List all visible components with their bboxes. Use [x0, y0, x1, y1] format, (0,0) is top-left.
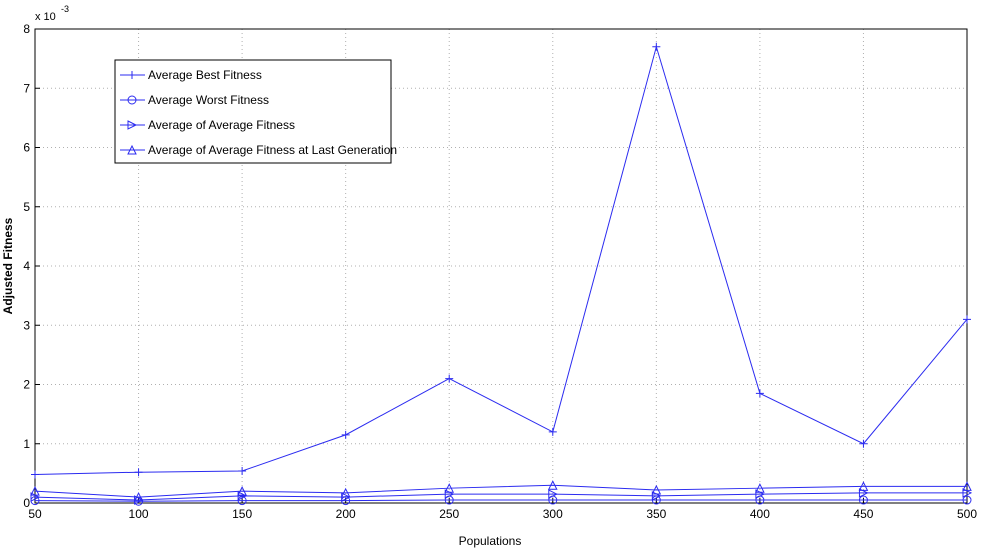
y-tick-label: 1: [23, 437, 30, 451]
marker: [340, 487, 351, 498]
x-tick-label: 150: [232, 507, 252, 521]
x-tick-label: 200: [336, 507, 356, 521]
series-line: [34, 499, 967, 502]
marker: [755, 389, 764, 398]
plot-frame: [34, 28, 968, 504]
marker: [31, 470, 39, 479]
marker: [134, 468, 143, 477]
legend-label: Average Best Fitness: [148, 68, 262, 82]
x-tick-label: 400: [750, 507, 770, 521]
marker: [237, 486, 247, 496]
y-tick-label: 0: [23, 496, 30, 510]
marker: [30, 486, 40, 496]
legend-marker: [127, 95, 137, 105]
x-tick-label: 450: [853, 507, 873, 521]
legend-marker: [127, 144, 137, 155]
marker: [858, 481, 869, 491]
marker: [652, 42, 661, 51]
marker: [547, 480, 558, 490]
y-axis-label: Adjusted Fitness: [1, 217, 15, 314]
y-tick-label: 5: [23, 200, 30, 214]
marker: [962, 495, 972, 505]
y-tick-label: 2: [23, 378, 30, 392]
marker: [962, 481, 972, 491]
marker: [858, 488, 869, 498]
y-scale-label: x 10: [35, 11, 56, 23]
y-tick-label: 3: [23, 318, 30, 332]
marker: [755, 483, 765, 493]
legend-label: Average of Average Fitness at Last Gener…: [148, 143, 397, 157]
legend-label: Average Worst Fitness: [148, 93, 269, 107]
legend-label: Average of Average Fitness: [148, 118, 295, 132]
marker: [859, 439, 868, 448]
marker: [651, 484, 662, 495]
marker: [548, 427, 557, 436]
x-tick-label: 350: [646, 507, 666, 521]
y-tick-label: 8: [23, 22, 30, 36]
x-tick-label: 50: [28, 507, 42, 521]
series-line: [34, 44, 968, 476]
marker: [963, 315, 971, 324]
x-tick-label: 300: [543, 507, 563, 521]
marker: [444, 483, 455, 493]
marker: [962, 488, 973, 498]
y-tick-label: 6: [23, 141, 30, 155]
x-tick-label: 500: [957, 507, 977, 521]
marker: [858, 495, 868, 505]
marker: [133, 491, 144, 502]
x-axis-label: Populations: [459, 534, 522, 548]
marker: [237, 491, 248, 501]
y-tick-label: 7: [23, 81, 30, 95]
marker: [445, 374, 454, 383]
legend-box: [114, 59, 392, 164]
marker: [548, 489, 558, 499]
marker: [651, 495, 661, 505]
x-tick-label: 100: [129, 507, 149, 521]
y-scale-exponent: -3: [61, 4, 69, 14]
series-line: [34, 492, 967, 501]
marker: [341, 430, 350, 439]
y-tick-label: 4: [23, 259, 30, 273]
x-tick-label: 250: [439, 507, 459, 521]
marker: [237, 496, 247, 506]
series-line: [34, 484, 967, 498]
legend-marker: [127, 120, 138, 130]
marker: [238, 467, 247, 476]
marker: [30, 496, 40, 506]
legend-marker: [128, 71, 136, 79]
